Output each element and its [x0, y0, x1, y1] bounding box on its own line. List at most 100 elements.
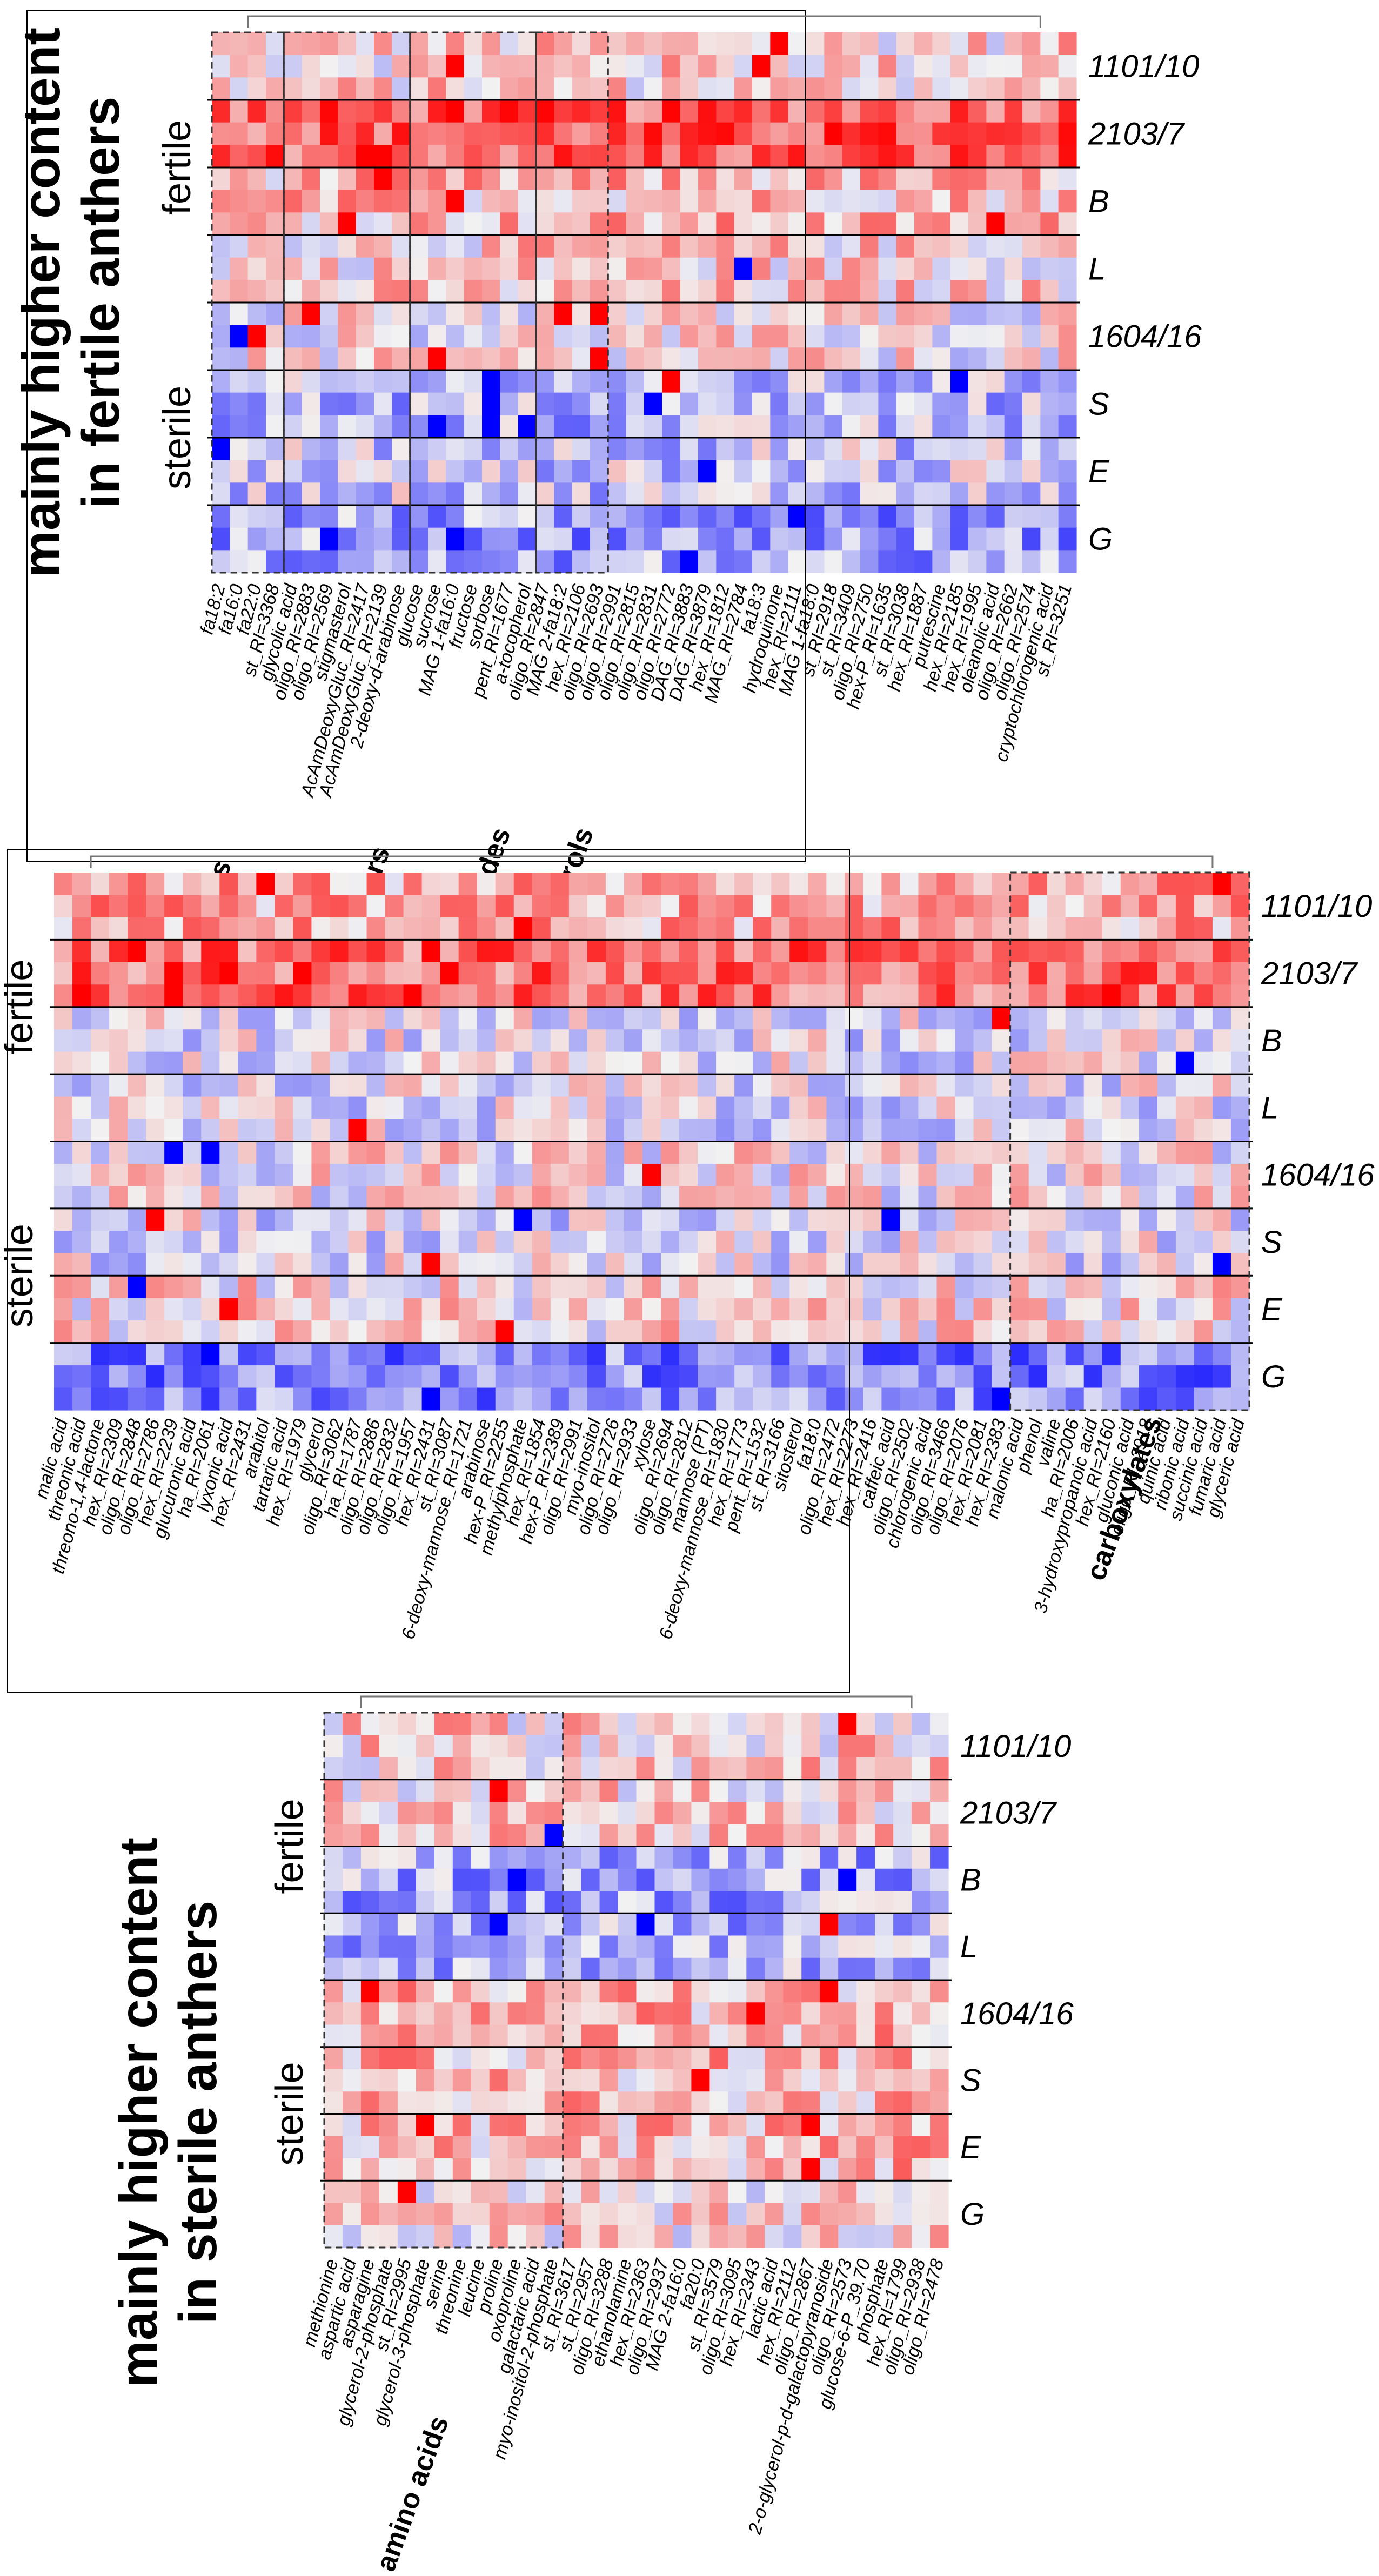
heatmap-cell [342, 2225, 362, 2248]
heatmap-cell [1083, 1186, 1103, 1209]
heatmap-cell [568, 1298, 588, 1321]
heatmap-cell [838, 2181, 857, 2204]
heatmap-cell [471, 2002, 490, 2025]
heatmap-cell [1230, 1387, 1250, 1411]
heatmap-cell [860, 303, 879, 326]
heatmap-cell [709, 1935, 728, 1958]
heatmap-cell [691, 2002, 710, 2025]
heatmap-cell [416, 2136, 435, 2159]
heatmap-cell [518, 325, 537, 348]
heatmap-cell [440, 1276, 459, 1299]
heatmap-cell [1010, 1141, 1029, 1164]
heatmap-cell [1102, 1051, 1121, 1075]
heatmap-cell [146, 984, 165, 1008]
heatmap-cell [992, 1208, 1011, 1231]
heatmap-cell [838, 2203, 857, 2226]
heatmap-cell [410, 438, 429, 461]
heatmap-cell [1083, 1074, 1103, 1097]
heatmap-cell [146, 1320, 165, 1344]
heatmap-cell [410, 212, 429, 236]
heatmap-cell [626, 460, 645, 483]
heatmap-cell [440, 1096, 459, 1119]
heatmap-cell [513, 962, 533, 985]
heatmap-cell [342, 1980, 362, 2003]
heatmap-cell [691, 2091, 710, 2115]
heatmap-cell [881, 1365, 901, 1388]
heatmap-cell [247, 303, 266, 326]
heatmap-cell [379, 1779, 398, 1802]
heatmap-cell [311, 1253, 331, 1276]
heatmap-cell [544, 1980, 564, 2003]
heatmap-cell [568, 1186, 588, 1209]
heatmap-cell [330, 1208, 349, 1231]
heatmap-cell [201, 1298, 220, 1321]
heatmap-cell [771, 1051, 790, 1075]
heatmap-cell [950, 235, 969, 258]
heatmap-cell [324, 2047, 343, 2070]
heatmap-cell [440, 1253, 459, 1276]
heatmap-cell [1139, 1253, 1158, 1276]
heatmap-cell [661, 1387, 680, 1411]
heatmap-cell [824, 370, 843, 393]
heatmap-cell [446, 235, 465, 258]
heatmap-cell [662, 370, 681, 393]
heatmap-cell [968, 505, 987, 528]
heatmap-cell [1058, 347, 1077, 371]
heatmap-cell [324, 2002, 343, 2025]
heatmap-cell [1058, 370, 1077, 393]
heatmap-cell [734, 1298, 753, 1321]
heatmap-cell [563, 1868, 582, 1891]
heatmap-cell [421, 1387, 441, 1411]
heatmap-cell [642, 1051, 661, 1075]
heatmap-cell [770, 415, 789, 438]
heatmap-cell [680, 438, 699, 461]
heatmap-cell [518, 212, 537, 236]
heatmap-cell [875, 1757, 894, 1780]
heatmap-cell [716, 460, 735, 483]
heatmap-cell [489, 2181, 508, 2204]
heatmap-cell [518, 32, 537, 56]
heatmap-cell [266, 415, 284, 438]
heatmap-cell [679, 1387, 698, 1411]
heatmap-cell [654, 2114, 674, 2137]
heatmap-cell [875, 2091, 894, 2115]
panel-frame [26, 10, 806, 862]
heatmap-cell [544, 1757, 564, 1780]
heatmap-cell [788, 438, 807, 461]
heatmap-cell [91, 940, 110, 963]
heatmap-cell [618, 2047, 637, 2070]
heatmap-cell [734, 550, 753, 573]
heatmap-cell [900, 1074, 919, 1097]
heatmap-cell [360, 1957, 380, 1981]
heatmap-cell [789, 1141, 808, 1164]
heatmap-cell [219, 1096, 238, 1119]
heatmap-cell [293, 1051, 312, 1075]
heatmap-cell [893, 1913, 912, 1936]
heatmap-cell [900, 1007, 919, 1030]
heatmap-cell [201, 1141, 220, 1164]
heatmap-cell [109, 1119, 128, 1142]
heatmap-cell [1028, 1208, 1048, 1231]
heatmap-cell [568, 984, 588, 1008]
heatmap-cell [563, 2203, 582, 2226]
heatmap-cell [618, 1957, 637, 1981]
heatmap-cell [608, 55, 627, 78]
heatmap-cell [661, 917, 680, 940]
heatmap-cell [912, 1957, 931, 1981]
heatmap-cell [770, 190, 789, 213]
heatmap-cell [936, 1051, 956, 1075]
heatmap-cell [374, 257, 392, 280]
heatmap-cell [716, 1387, 735, 1411]
heatmap-cell [495, 1007, 514, 1030]
heatmap-cell [808, 1208, 827, 1231]
heatmap-cell [912, 1824, 931, 1847]
heatmap-cell [878, 505, 897, 528]
heatmap-cell [734, 895, 753, 918]
heatmap-cell [266, 460, 284, 483]
heatmap-cell [238, 1007, 257, 1030]
heatmap-cell [893, 1802, 912, 1824]
heatmap-cell [912, 2047, 931, 2070]
heatmap-cell [563, 2136, 582, 2159]
heatmap-cell [1022, 527, 1041, 551]
heatmap-cell [932, 482, 951, 506]
